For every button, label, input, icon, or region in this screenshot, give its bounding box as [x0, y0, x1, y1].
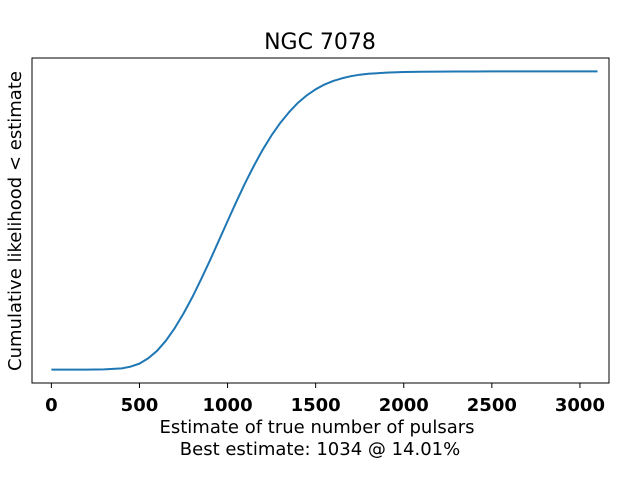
x-tick-label: 2000: [379, 395, 429, 416]
x-tick-label: 2500: [467, 395, 517, 416]
x-tick-label: 1000: [203, 395, 253, 416]
x-tick-label: 500: [121, 395, 159, 416]
plot-area: [51, 70, 598, 371]
axes-frame: [31, 57, 610, 384]
x-tick-label: 1500: [291, 395, 341, 416]
best-estimate-label: Best estimate: 1034 @ 14.01%: [180, 439, 460, 460]
x-tick-label: 0: [45, 395, 58, 416]
x-axis: 0 500 1000 1500 2000 2500 3000: [45, 383, 605, 416]
x-axis-label: Estimate of true number of pulsars: [159, 417, 474, 438]
chart-title: NGC 7078: [264, 30, 376, 55]
y-axis-label: Cumulative likelihood < estimate: [5, 71, 26, 371]
series-line-0: [51, 70, 598, 371]
x-tick-label: 3000: [555, 395, 605, 416]
